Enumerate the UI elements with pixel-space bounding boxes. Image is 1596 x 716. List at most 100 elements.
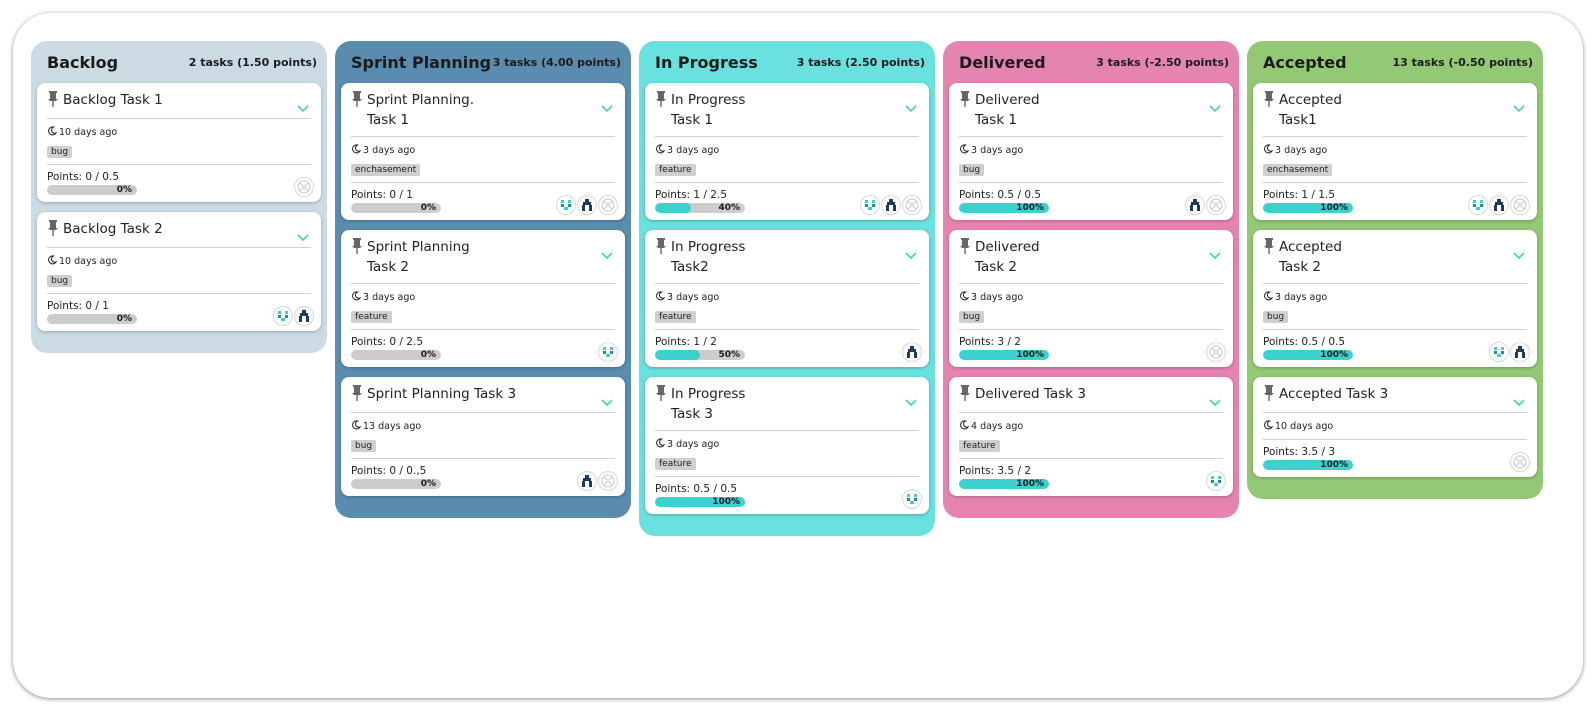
- column-task-count: 13 tasks (-0.50 points): [1392, 55, 1534, 69]
- chevron-down-icon[interactable]: [601, 245, 613, 260]
- placeholder-avatar-icon[interactable]: [1511, 453, 1529, 471]
- tag-row: bug: [959, 157, 1223, 176]
- divider: [47, 293, 311, 294]
- column-title: Backlog: [47, 52, 119, 72]
- tag-badge: bug: [351, 440, 377, 452]
- tag-badge: bug: [47, 275, 73, 287]
- divider: [47, 164, 311, 165]
- placeholder-avatar-icon[interactable]: [295, 178, 313, 196]
- pin-icon[interactable]: [655, 238, 667, 254]
- pin-icon[interactable]: [1263, 385, 1275, 401]
- task-card[interactable]: In Progress Task2 3 days ago feature Points…: [645, 230, 929, 367]
- teal-user-avatar-icon[interactable]: [1207, 472, 1225, 490]
- task-card[interactable]: Backlog Task 2 10 days ago bug Points: 0 / …: [37, 212, 321, 331]
- card-title: In Progress Task 1: [671, 92, 746, 128]
- column-delivered: Delivered 3 tasks (-2.50 points) Delivered…: [943, 41, 1239, 518]
- task-card[interactable]: Delivered Task 3 4 days ago feature Points:…: [949, 377, 1233, 496]
- placeholder-avatar-icon[interactable]: [903, 196, 921, 214]
- tag-row: bug: [959, 304, 1223, 323]
- navy-user-avatar-icon[interactable]: [1186, 196, 1204, 214]
- progress-bar: 100%: [959, 203, 1049, 213]
- chevron-down-icon[interactable]: [601, 392, 613, 407]
- chevron-down-icon[interactable]: [1209, 245, 1221, 260]
- placeholder-avatar-icon[interactable]: [1207, 343, 1225, 361]
- task-card[interactable]: Accepted Task1 3 days ago enchasement Point…: [1253, 83, 1537, 220]
- task-card[interactable]: Delivered Task 2 3 days ago bug Points: 3 /…: [949, 230, 1233, 367]
- card-age-text: 3 days ago: [971, 291, 1024, 303]
- points-text: Points: 1 / 1.5: [1263, 189, 1336, 201]
- pin-icon[interactable]: [47, 91, 59, 107]
- column-accepted: Accepted 13 tasks (-0.50 points) Accepted …: [1247, 41, 1543, 499]
- task-card[interactable]: Sprint Planning. Task 1 3 days ago enchase…: [341, 83, 625, 220]
- placeholder-avatar-icon[interactable]: [1207, 196, 1225, 214]
- divider: [351, 329, 615, 330]
- navy-user-avatar-icon[interactable]: [295, 307, 313, 325]
- teal-user-avatar-icon[interactable]: [557, 196, 575, 214]
- teal-user-avatar-icon[interactable]: [599, 343, 617, 361]
- progress-fill: [959, 350, 1049, 360]
- chevron-down-icon[interactable]: [1209, 392, 1221, 407]
- task-card[interactable]: Delivered Task 1 3 days ago bug Points: 0.5…: [949, 83, 1233, 220]
- navy-user-avatar-icon[interactable]: [882, 196, 900, 214]
- placeholder-avatar-icon[interactable]: [1511, 196, 1529, 214]
- pin-icon[interactable]: [655, 385, 667, 401]
- progress-fill: [959, 203, 1049, 213]
- teal-user-avatar-icon[interactable]: [1469, 196, 1487, 214]
- task-card[interactable]: Sprint Planning Task 2 3 days ago feature P…: [341, 230, 625, 367]
- pin-icon[interactable]: [1263, 91, 1275, 107]
- tag-badge: feature: [959, 440, 1000, 452]
- task-card[interactable]: Accepted Task 2 3 days ago bug Points: 0.5 …: [1253, 230, 1537, 367]
- chevron-down-icon[interactable]: [905, 245, 917, 260]
- pin-icon[interactable]: [959, 238, 971, 254]
- card-age-text: 10 days ago: [1275, 420, 1334, 432]
- teal-user-avatar-icon[interactable]: [903, 490, 921, 508]
- card-age: 3 days ago: [959, 143, 1223, 157]
- navy-user-avatar-icon[interactable]: [1490, 196, 1508, 214]
- chevron-down-icon[interactable]: [905, 98, 917, 113]
- placeholder-avatar-icon[interactable]: [599, 472, 617, 490]
- chevron-down-icon[interactable]: [601, 98, 613, 113]
- chevron-down-icon[interactable]: [1513, 98, 1525, 113]
- placeholder-avatar-icon[interactable]: [599, 196, 617, 214]
- points-row: Points: 1 / 2.5 40%: [655, 189, 921, 214]
- chevron-down-icon[interactable]: [297, 98, 309, 113]
- points-text: Points: 3.5 / 3: [1263, 446, 1336, 458]
- pin-icon[interactable]: [959, 385, 971, 401]
- chevron-down-icon[interactable]: [297, 227, 309, 242]
- navy-user-avatar-icon[interactable]: [903, 343, 921, 361]
- tag-badge: bug: [47, 146, 73, 158]
- task-card[interactable]: In Progress Task 3 3 days ago feature Point…: [645, 377, 929, 514]
- teal-user-avatar-icon[interactable]: [274, 307, 292, 325]
- divider: [351, 283, 615, 284]
- points-text: Points: 0 / 1: [351, 189, 413, 201]
- chevron-down-icon[interactable]: [905, 392, 917, 407]
- card-age-text: 4 days ago: [971, 420, 1024, 432]
- pin-icon[interactable]: [655, 91, 667, 107]
- pin-icon[interactable]: [351, 238, 363, 254]
- task-card[interactable]: Backlog Task 1 10 days ago bug Points: 0 / …: [37, 83, 321, 202]
- pin-icon[interactable]: [47, 220, 59, 236]
- pin-icon[interactable]: [351, 91, 363, 107]
- progress-bar: 100%: [1263, 350, 1353, 360]
- assignee-avatars: [557, 196, 617, 214]
- pin-icon[interactable]: [351, 385, 363, 401]
- navy-user-avatar-icon[interactable]: [578, 472, 596, 490]
- task-card[interactable]: In Progress Task 1 3 days ago feature Point…: [645, 83, 929, 220]
- column-task-count: 3 tasks (-2.50 points): [1096, 55, 1229, 69]
- card-title: Backlog Task 1: [63, 92, 163, 108]
- chevron-down-icon[interactable]: [1513, 392, 1525, 407]
- chevron-down-icon[interactable]: [1209, 98, 1221, 113]
- task-card[interactable]: Sprint Planning Task 3 13 days ago bug Poin…: [341, 377, 625, 496]
- divider: [959, 182, 1223, 183]
- pin-icon[interactable]: [1263, 238, 1275, 254]
- navy-user-avatar-icon[interactable]: [578, 196, 596, 214]
- teal-user-avatar-icon[interactable]: [861, 196, 879, 214]
- pin-icon[interactable]: [959, 91, 971, 107]
- chevron-down-icon[interactable]: [1513, 245, 1525, 260]
- points-row: Points: 0 / 1 0%: [351, 189, 617, 214]
- navy-user-avatar-icon[interactable]: [1511, 343, 1529, 361]
- card-title-row: Sprint Planning Task 2: [351, 237, 615, 277]
- task-card[interactable]: Accepted Task 3 10 days ago Points: 3.5 / …: [1253, 377, 1537, 477]
- teal-user-avatar-icon[interactable]: [1490, 343, 1508, 361]
- card-title-row: Delivered Task 2: [959, 237, 1223, 277]
